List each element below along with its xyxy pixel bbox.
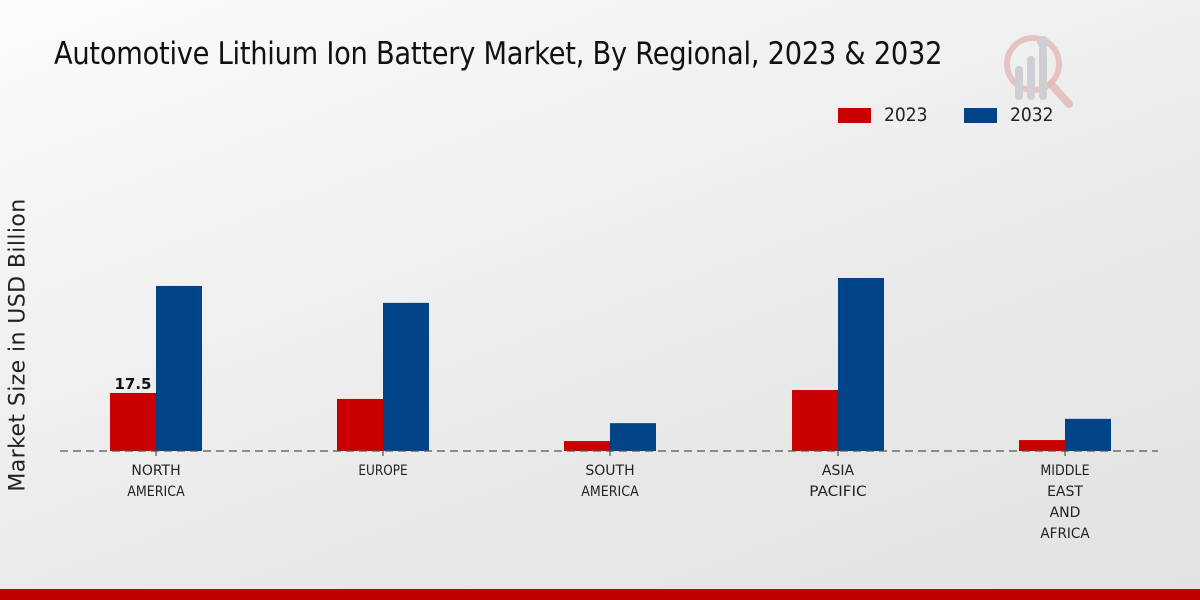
data-label: 17.5	[114, 375, 151, 393]
bar-2032-south-america[interactable]	[610, 423, 656, 451]
legend-label-2032: 2032	[1010, 104, 1054, 126]
legend-swatch-2023	[838, 107, 871, 123]
legend-item-2032[interactable]: 2032	[964, 104, 1058, 126]
bar-2032-middle-east-and-africa[interactable]	[1065, 418, 1111, 451]
legend: 2023 2032	[838, 104, 1091, 126]
bar-2032-europe[interactable]	[383, 302, 429, 451]
x-tick-label: MIDDLE EAST AND AFRICA	[1040, 463, 1090, 542]
bar-2023-south-america[interactable]	[564, 441, 610, 451]
footer-bar	[0, 589, 1200, 600]
bar-2023-middle-east-and-africa[interactable]	[1019, 440, 1065, 451]
bar-2023-asia-pacific[interactable]	[792, 390, 838, 451]
bar-2032-north-america[interactable]	[156, 285, 202, 451]
bar-2032-asia-pacific[interactable]	[838, 277, 884, 451]
legend-label-2023: 2023	[884, 104, 928, 126]
chart-title: Automotive Lithium Ion Battery Market, B…	[54, 36, 943, 72]
x-tick-label: SOUTH AMERICA	[581, 463, 639, 500]
legend-swatch-2032	[964, 107, 998, 123]
x-tick-label: NORTH AMERICA	[127, 463, 185, 500]
x-tick-label: EUROPE	[358, 463, 407, 479]
legend-item-2023[interactable]: 2023	[838, 104, 932, 126]
brand-logo-icon	[1004, 35, 1073, 108]
x-tick-label: ASIA PACIFIC	[809, 463, 867, 500]
bar-2023-north-america[interactable]	[110, 393, 156, 451]
bar-2023-europe[interactable]	[337, 398, 383, 451]
